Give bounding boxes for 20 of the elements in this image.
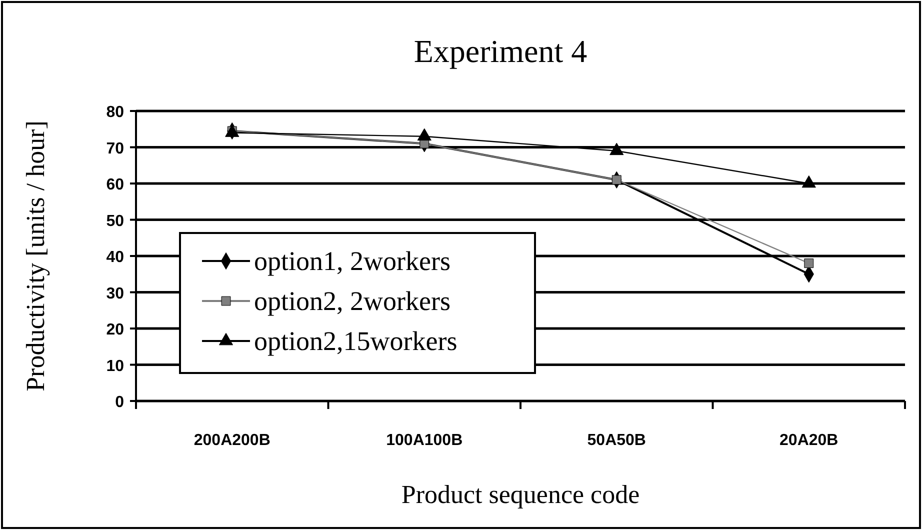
- y-tick-label: 60: [106, 176, 124, 194]
- y-tick-label: 40: [106, 249, 124, 266]
- y-tick-label: 80: [106, 104, 124, 121]
- chart-title: Experiment 4: [414, 33, 588, 69]
- x-tick-label: 20A20B: [780, 432, 838, 449]
- x-tick-label: 50A50B: [587, 432, 646, 449]
- point: [804, 258, 814, 268]
- x-tick-label: 100A100B: [386, 432, 463, 449]
- y-tick-label: 0: [115, 394, 124, 411]
- x-tick-label: 200A200B: [194, 432, 270, 449]
- y-tick-label: 30: [106, 285, 124, 302]
- legend-label: option2, 2workers: [254, 286, 450, 316]
- y-tick-label: 70: [106, 140, 124, 158]
- y-axis-title: Productivity [units / hour]: [21, 120, 50, 392]
- y-tick-label: 20: [106, 322, 124, 338]
- x-axis-title: Product sequence code: [401, 480, 640, 509]
- legend-label: option2,15workers: [254, 326, 458, 356]
- y-tick-label: 10: [106, 358, 124, 375]
- y-tick-label: 50: [106, 212, 124, 230]
- legend-label: option1, 2workers: [254, 246, 450, 276]
